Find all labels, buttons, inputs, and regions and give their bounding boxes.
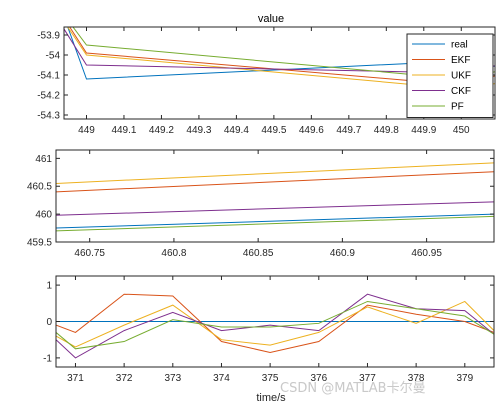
legend: real EKF UKF CKF PF <box>406 33 494 118</box>
series-line-ekf <box>56 171 494 193</box>
x-tick-label: 450 <box>453 125 470 136</box>
chart-panel-value: value 449 449.1 449.2 449.3 449.4 449.5 449.6 4… <box>37 13 496 136</box>
x-tick-label: 449.2 <box>149 125 174 136</box>
y-tick-label: -54.1 <box>37 71 60 82</box>
x-tick-label: 460.75 <box>74 248 105 259</box>
y-tick-label: 0 <box>46 317 52 328</box>
y-tick-label: 460.5 <box>27 182 52 193</box>
x-tick-label: 460.85 <box>243 248 274 259</box>
legend-label-ckf: CKF <box>451 86 471 97</box>
x-tick-label: 377 <box>359 373 376 384</box>
series-line-pf <box>56 300 494 350</box>
x-tick-label: 460.8 <box>161 248 186 259</box>
y-tick-label: -54 <box>46 51 61 62</box>
legend-label-pf: PF <box>451 102 464 113</box>
y-tick-label: -53.9 <box>37 31 60 42</box>
x-tick-label: 378 <box>408 373 425 384</box>
series-line-ckf <box>56 293 494 359</box>
x-tick-label: 449.4 <box>224 125 249 136</box>
y-tick-label: 460 <box>35 210 52 221</box>
chart-panel-middle: 460.75 460.8 460.85 460.9 460.95 459.5 460 460.… <box>27 149 495 259</box>
x-tick-label: 379 <box>456 373 473 384</box>
y-tick-label: -54.2 <box>37 91 60 102</box>
y-tick-label: 459.5 <box>27 238 52 249</box>
series-line-ukf <box>56 162 494 184</box>
x-tick-label: 371 <box>67 373 84 384</box>
x-tick-label: 449.3 <box>186 125 211 136</box>
x-tick-label: 449.1 <box>111 125 136 136</box>
legend-box <box>406 33 494 118</box>
y-tick-label: 1 <box>46 281 52 292</box>
legend-label-ekf: EKF <box>451 55 470 66</box>
chart-title: value <box>258 13 284 25</box>
legend-label-real: real <box>451 40 468 51</box>
x-tick-label: 449.7 <box>336 125 361 136</box>
x-tick-label: 449.9 <box>411 125 436 136</box>
x-tick-label: 375 <box>262 373 279 384</box>
x-tick-label: 376 <box>310 373 327 384</box>
chart-panel-time: 371 372 373 374 375 376 377 378 379 1 0 -1 time/s <box>43 275 495 404</box>
y-tick-label: 461 <box>35 154 52 165</box>
watermark: CSDN @MATLAB卡尔曼 <box>280 381 426 396</box>
y-tick-label: -54.3 <box>37 111 60 122</box>
y-tick-label: -1 <box>43 353 52 364</box>
legend-label-ukf: UKF <box>451 71 471 82</box>
x-tick-label: 374 <box>213 373 230 384</box>
series-line-pf <box>56 215 494 232</box>
plot-frame <box>63 26 496 120</box>
x-tick-label: 372 <box>116 373 133 384</box>
series-line-ekf <box>56 293 494 353</box>
plot-frame <box>55 149 495 243</box>
x-tick-label: 449 <box>78 125 95 136</box>
series-line-ukf <box>56 300 494 348</box>
x-tick-label: 460.95 <box>411 248 442 259</box>
series-line-ckf <box>56 201 494 216</box>
x-axis-label: time/s <box>256 392 286 404</box>
x-tick-label: 460.9 <box>330 248 355 259</box>
x-tick-label: 449.6 <box>299 125 324 136</box>
x-tick-label: 449.5 <box>261 125 286 136</box>
series-line-real <box>56 213 494 229</box>
x-tick-label: 449.8 <box>374 125 399 136</box>
x-tick-label: 373 <box>164 373 181 384</box>
